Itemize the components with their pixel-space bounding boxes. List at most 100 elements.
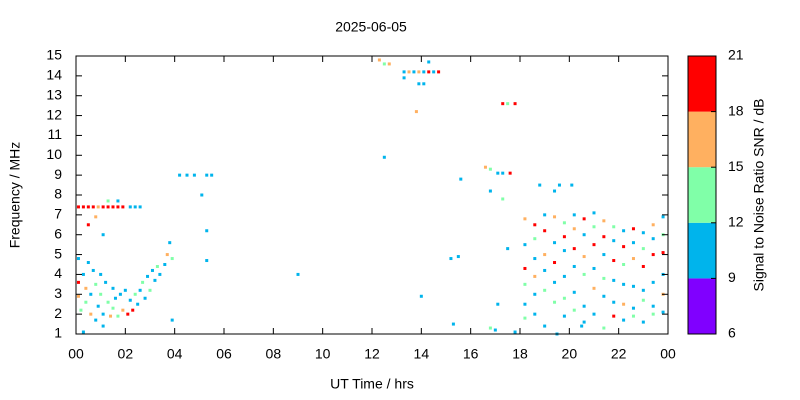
- data-point: [661, 251, 665, 255]
- data-point: [592, 312, 596, 316]
- data-point: [533, 223, 537, 227]
- data-point: [612, 239, 616, 243]
- data-point: [158, 272, 162, 276]
- x-tick-label: 14: [414, 346, 430, 362]
- data-point: [96, 304, 100, 308]
- y-tick-label: 1: [54, 325, 62, 341]
- data-point: [414, 110, 418, 114]
- data-point: [432, 70, 436, 74]
- data-point: [437, 70, 441, 74]
- data-point: [419, 294, 423, 298]
- data-point: [111, 205, 115, 209]
- data-point: [523, 243, 527, 247]
- data-point: [170, 318, 174, 322]
- data-point: [81, 205, 85, 209]
- data-point: [387, 62, 391, 66]
- data-point: [84, 300, 88, 304]
- data-point: [155, 264, 159, 268]
- data-point: [116, 314, 120, 318]
- data-point: [377, 58, 381, 62]
- data-point: [641, 247, 645, 251]
- data-point: [427, 60, 431, 64]
- data-point: [592, 225, 596, 229]
- data-point: [79, 308, 83, 312]
- data-point: [449, 257, 453, 261]
- data-point: [138, 205, 142, 209]
- data-point: [91, 268, 95, 272]
- data-point: [651, 304, 655, 308]
- data-point: [641, 320, 645, 324]
- data-point: [296, 272, 300, 276]
- y-tick-label: 12: [46, 106, 62, 122]
- data-point: [562, 296, 566, 300]
- data-point: [543, 213, 547, 217]
- data-point: [123, 288, 127, 292]
- data-point: [631, 306, 635, 310]
- data-point: [422, 82, 426, 86]
- data-point: [602, 219, 606, 223]
- data-point: [496, 302, 500, 306]
- colorbar-tick-label: 18: [728, 102, 744, 118]
- y-tick-label: 6: [54, 225, 62, 241]
- data-point: [84, 286, 88, 290]
- data-point: [572, 308, 576, 312]
- x-tick-label: 02: [118, 346, 134, 362]
- data-point: [506, 102, 510, 106]
- y-axis-label: Frequency / MHz: [7, 142, 23, 249]
- data-point: [533, 237, 537, 241]
- data-point: [86, 261, 90, 265]
- data-point: [192, 173, 196, 177]
- data-point: [86, 223, 90, 227]
- data-point: [582, 272, 586, 276]
- data-point: [533, 292, 537, 296]
- data-point: [622, 263, 626, 266]
- colorbar-tick-label: 21: [728, 47, 744, 63]
- data-point: [582, 320, 586, 324]
- data-point: [210, 173, 214, 177]
- data-point: [580, 324, 584, 328]
- data-point: [543, 288, 547, 292]
- data-point: [582, 217, 586, 221]
- colorbar-band: [688, 167, 716, 223]
- data-point: [86, 205, 90, 209]
- x-tick-label: 12: [364, 346, 380, 362]
- data-point: [523, 302, 527, 306]
- data-point: [508, 171, 512, 175]
- data-point: [96, 205, 100, 209]
- data-point: [523, 217, 527, 221]
- y-tick-label: 8: [54, 186, 62, 202]
- data-point: [496, 171, 500, 175]
- data-point: [488, 326, 492, 330]
- data-point: [113, 296, 117, 300]
- data-point: [106, 300, 110, 304]
- data-point: [592, 243, 596, 247]
- data-point: [91, 205, 95, 209]
- x-tick-label: 06: [216, 346, 232, 362]
- data-point: [622, 245, 626, 249]
- data-point: [592, 286, 596, 290]
- data-point: [205, 173, 209, 177]
- data-point: [459, 177, 463, 181]
- data-point: [572, 227, 576, 231]
- data-point: [150, 268, 154, 272]
- colorbar-band: [688, 222, 716, 279]
- data-point: [641, 288, 645, 292]
- data-point: [121, 308, 125, 312]
- x-tick-label: 04: [167, 346, 183, 362]
- data-point: [501, 171, 505, 175]
- data-point: [94, 215, 98, 219]
- colorbar-band: [688, 278, 716, 334]
- colorbar-frame: [687, 55, 717, 335]
- data-point: [205, 229, 209, 233]
- data-point: [523, 266, 527, 270]
- data-point: [641, 298, 645, 302]
- data-point: [170, 257, 174, 261]
- data-point: [538, 183, 542, 187]
- data-point: [417, 82, 421, 86]
- data-point: [121, 205, 125, 209]
- y-tick-label: 11: [47, 126, 62, 142]
- data-point: [533, 257, 537, 261]
- data-point: [128, 298, 132, 302]
